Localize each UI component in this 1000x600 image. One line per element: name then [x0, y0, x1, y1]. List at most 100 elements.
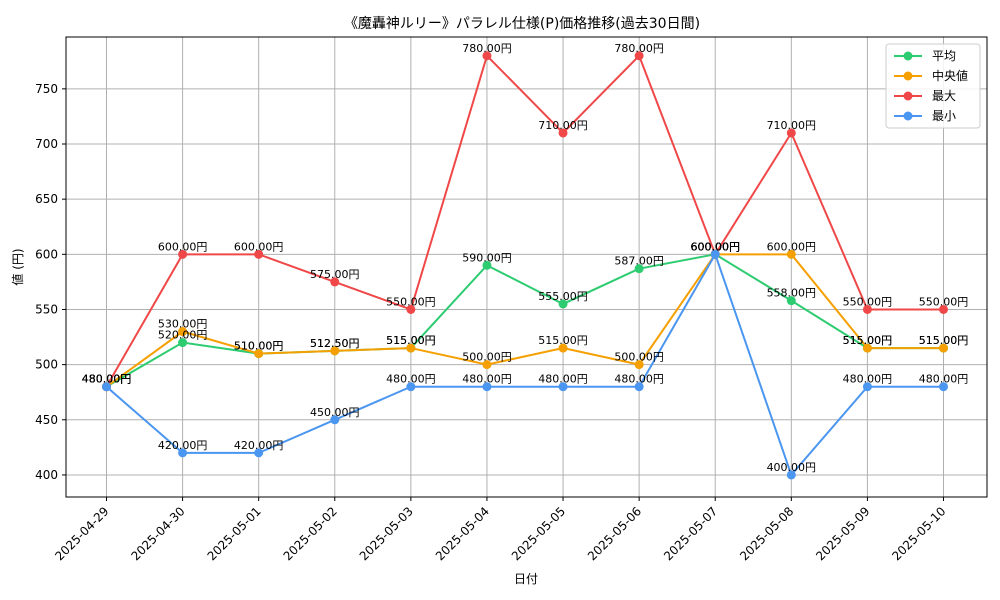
data-point [786, 296, 796, 306]
legend-label: 最小 [932, 109, 956, 123]
data-point [786, 128, 796, 138]
data-point [558, 382, 568, 392]
data-label: 515.00円 [538, 334, 588, 347]
data-label: 480.00円 [462, 373, 512, 386]
series-line [105, 53, 944, 388]
data-point [786, 470, 796, 480]
data-point [406, 304, 416, 314]
data-label: 515.00円 [919, 334, 969, 347]
y-tick-label: 600 [35, 247, 58, 261]
data-point [786, 249, 796, 259]
series-layer [102, 51, 948, 480]
data-label: 600.00円 [690, 240, 740, 253]
data-label: 520.00円 [158, 329, 208, 342]
legend-swatch-marker [903, 111, 913, 121]
data-point [330, 277, 340, 287]
y-tick-label: 750 [35, 82, 58, 96]
data-point [710, 249, 720, 259]
series-line [105, 253, 944, 388]
data-label: 575.00円 [310, 268, 360, 281]
data-label: 450.00円 [310, 406, 360, 419]
data-point [178, 327, 188, 337]
data-label-layer: 480.00円 520.00円 510.00円 512.50円 515.00円 590.0… [82, 42, 969, 474]
data-label: 420.00円 [234, 439, 284, 452]
data-label: 480.00円 [614, 373, 664, 386]
data-point [254, 249, 264, 259]
data-point [482, 360, 492, 370]
data-point [254, 448, 264, 458]
data-label: 480.00円 [538, 373, 588, 386]
legend-label: 中央値 [932, 68, 968, 83]
plot-frame [65, 36, 988, 498]
data-label: 515.00円 [843, 334, 893, 347]
data-label: 600.00円 [690, 240, 740, 253]
data-point [482, 382, 492, 392]
data-label: 780.00円 [462, 42, 512, 55]
data-point [634, 382, 644, 392]
legend-swatch-marker [903, 91, 913, 101]
y-tick-label: 500 [35, 358, 58, 372]
data-point [102, 382, 111, 392]
data-point [634, 51, 644, 61]
data-point [558, 343, 568, 353]
data-point [178, 448, 188, 458]
data-label: 600.00円 [690, 240, 740, 253]
data-label: 400.00円 [767, 461, 817, 474]
data-point [558, 299, 568, 309]
data-label: 480.00円 [82, 373, 132, 386]
data-label: 480.00円 [82, 373, 132, 386]
data-point [330, 415, 340, 425]
data-label: 600.00円 [158, 240, 208, 253]
data-label: 555.00円 [538, 290, 588, 303]
chart-title: 《魔轟神ルリー》パラレル仕様(P)価格推移(過去30日間) [344, 15, 700, 32]
data-point [634, 360, 644, 370]
data-label: 480.00円 [82, 373, 132, 386]
data-point [254, 349, 264, 359]
legend-swatch-marker [903, 51, 913, 61]
data-point [406, 382, 416, 392]
legend-label: 平均 [932, 49, 956, 63]
data-point [406, 343, 416, 353]
y-axis-label: 値 (円) [10, 248, 25, 285]
data-label: 480.00円 [843, 373, 893, 386]
data-label: 510.00円 [234, 340, 284, 353]
data-point [862, 343, 872, 353]
data-label: 530.00円 [158, 318, 208, 331]
data-label: 710.00円 [767, 119, 817, 132]
data-point [939, 343, 948, 353]
data-label: 515.00円 [843, 334, 893, 347]
data-label: 600.00円 [690, 240, 740, 253]
data-label: 512.50円 [310, 337, 360, 350]
data-label: 550.00円 [386, 295, 436, 308]
x-axis-label: 日付 [514, 572, 538, 586]
data-label: 780.00円 [614, 42, 664, 55]
legend-label: 最大 [932, 89, 956, 103]
y-tick-label: 700 [35, 137, 58, 151]
data-label: 550.00円 [919, 295, 969, 308]
data-label: 558.00円 [767, 287, 817, 300]
data-label: 500.00円 [462, 351, 512, 364]
data-label: 510.00円 [234, 340, 284, 353]
data-label: 515.00円 [386, 334, 436, 347]
data-label: 500.00円 [614, 351, 664, 364]
data-label: 710.00円 [538, 119, 588, 132]
series-line [105, 253, 944, 388]
data-point [634, 264, 644, 274]
data-label: 600.00円 [767, 240, 817, 253]
data-point [178, 338, 188, 348]
data-label: 600.00円 [234, 240, 284, 253]
data-point [939, 382, 948, 392]
legend-swatch-marker [903, 71, 913, 81]
series-line [105, 251, 944, 477]
data-label: 515.00円 [386, 334, 436, 347]
data-point [558, 128, 568, 138]
data-label: 590.00円 [462, 251, 512, 264]
data-label: 480.00円 [386, 373, 436, 386]
data-point [482, 260, 492, 270]
data-label: 515.00円 [919, 334, 969, 347]
y-tick-label: 650 [35, 192, 58, 206]
data-label: 587.00円 [614, 255, 664, 268]
